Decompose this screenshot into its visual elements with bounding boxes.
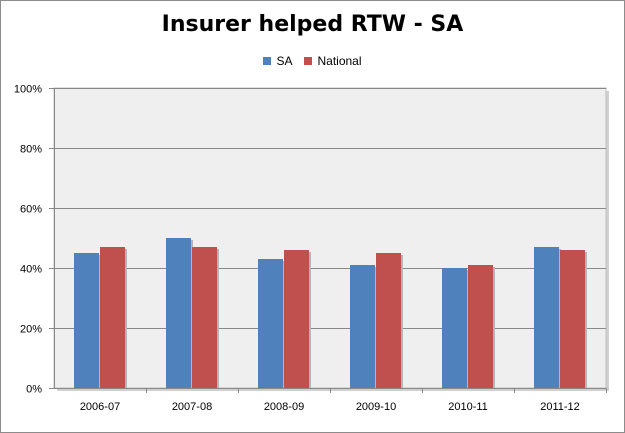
bar-sa-2008-09 xyxy=(258,259,283,388)
y-tick-label: 80% xyxy=(20,144,42,156)
plot-area xyxy=(53,87,607,389)
legend-swatch-sa xyxy=(263,57,272,65)
x-tick-label: 2007-08 xyxy=(172,401,212,413)
bar-sa-2010-11 xyxy=(442,268,467,388)
bar-sa-2009-10 xyxy=(350,265,375,388)
x-tick-label: 2010-11 xyxy=(448,401,488,413)
chart-title: Insurer helped RTW - SA xyxy=(161,12,464,37)
bar-sa-2006-07 xyxy=(74,253,99,388)
y-tick-label: 0% xyxy=(26,384,42,396)
x-tick-label: 2011-12 xyxy=(540,401,580,413)
x-tick-label: 2009-10 xyxy=(356,401,396,413)
x-tick-label: 2006-07 xyxy=(80,401,120,413)
y-tick-label: 60% xyxy=(20,204,42,216)
legend-label-sa: SA xyxy=(276,54,293,68)
legend-item-sa: SA xyxy=(263,54,292,68)
bar-national-2009-10 xyxy=(376,253,401,388)
y-tick-label: 20% xyxy=(20,324,42,336)
bar-sa-2007-08 xyxy=(166,238,191,388)
y-tick-label: 100% xyxy=(14,84,42,96)
legend-label-national: National xyxy=(317,54,362,68)
bar-sa-2011-12 xyxy=(534,247,559,388)
legend: SA National xyxy=(0,54,625,68)
legend-swatch-national xyxy=(304,57,313,65)
legend-item-national: National xyxy=(304,54,362,68)
bar-national-2006-07 xyxy=(100,247,125,388)
bar-national-2007-08 xyxy=(192,247,217,388)
bar-national-2008-09 xyxy=(284,250,309,388)
y-tick-label: 40% xyxy=(20,264,42,276)
bar-national-2011-12 xyxy=(560,250,585,388)
x-tick-label: 2008-09 xyxy=(264,401,304,413)
bar-national-2010-11 xyxy=(468,265,493,388)
